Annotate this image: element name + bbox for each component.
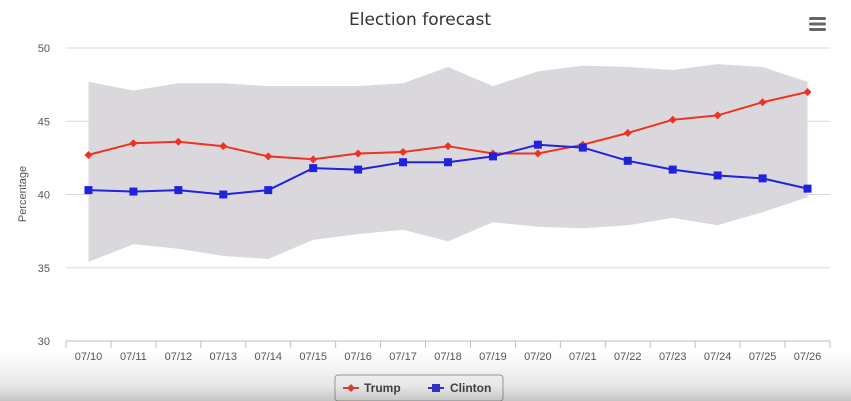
x-axis xyxy=(65,340,831,348)
x-tick-label: 07/13 xyxy=(210,351,238,363)
data-point-clinton[interactable] xyxy=(444,158,452,167)
x-tick-label: 07/12 xyxy=(165,351,193,363)
data-point-clinton[interactable] xyxy=(758,174,767,183)
data-point-trump[interactable] xyxy=(84,150,93,159)
data-point-trump[interactable] xyxy=(713,111,722,120)
legend-label-clinton: Clinton xyxy=(450,381,491,395)
hamburger-menu-icon[interactable] xyxy=(808,15,828,33)
data-point-clinton[interactable] xyxy=(309,164,318,173)
data-point-clinton[interactable] xyxy=(578,143,587,152)
data-point-trump[interactable] xyxy=(668,115,677,124)
data-point-clinton[interactable] xyxy=(399,158,408,167)
data-point-trump[interactable] xyxy=(354,149,363,158)
x-tick-label: 07/19 xyxy=(479,351,507,363)
grid-lines xyxy=(66,47,830,269)
y-tick-label: 30 xyxy=(38,336,50,348)
x-tick-label: 07/21 xyxy=(569,351,597,363)
data-point-trump[interactable] xyxy=(623,128,632,137)
data-point-trump[interactable] xyxy=(219,142,228,151)
data-point-clinton[interactable] xyxy=(84,186,93,195)
x-tick-label: 07/20 xyxy=(524,351,552,363)
y-axis-label: Percentage xyxy=(17,166,29,222)
x-tick-label: 07/25 xyxy=(749,351,777,363)
x-tick-label: 07/18 xyxy=(434,351,462,363)
data-point-clinton[interactable] xyxy=(713,171,722,180)
y-tick-label: 40 xyxy=(38,190,50,202)
legend-box xyxy=(334,374,504,401)
square-marker-icon xyxy=(432,384,440,392)
data-point-clinton[interactable] xyxy=(533,140,542,149)
x-tick-label: 07/15 xyxy=(299,351,327,363)
y-tick-label: 50 xyxy=(38,43,50,55)
chart-title: Election forecast xyxy=(349,10,491,30)
x-tick-label: 07/26 xyxy=(794,351,822,363)
legend: Trump Clinton xyxy=(334,374,504,401)
data-point-trump[interactable] xyxy=(444,142,452,151)
data-point-clinton[interactable] xyxy=(488,152,497,161)
y-tick-label: 35 xyxy=(38,263,50,275)
x-tick-label: 07/22 xyxy=(614,351,642,363)
data-point-clinton[interactable] xyxy=(129,187,138,196)
data-point-clinton[interactable] xyxy=(623,156,632,165)
data-point-clinton[interactable] xyxy=(174,186,183,195)
data-point-clinton[interactable] xyxy=(264,186,273,195)
legend-label-trump: Trump xyxy=(364,381,401,395)
data-point-trump[interactable] xyxy=(399,148,408,157)
diamond-marker-icon xyxy=(347,384,355,392)
x-axis-tick-labels: 07/10 07/11 07/12 07/13 07/14 07/15 07/16 07/17… xyxy=(75,351,822,363)
data-point-clinton[interactable] xyxy=(803,184,812,193)
x-tick-label: 07/14 xyxy=(254,351,282,363)
data-point-trump[interactable] xyxy=(129,139,138,148)
data-point-clinton[interactable] xyxy=(354,165,363,174)
data-point-trump[interactable] xyxy=(803,87,812,96)
y-tick-label: 45 xyxy=(38,116,50,128)
data-point-trump[interactable] xyxy=(264,152,273,161)
data-point-clinton[interactable] xyxy=(668,165,677,174)
data-point-trump[interactable] xyxy=(758,98,767,107)
legend-item-trump[interactable]: Trump xyxy=(343,381,401,395)
legend-item-clinton[interactable]: Clinton xyxy=(428,381,491,395)
x-tick-label: 07/23 xyxy=(659,351,687,363)
series-lines xyxy=(84,87,812,199)
y-axis-tick-labels: 30 35 40 45 50 xyxy=(38,43,50,348)
data-point-trump[interactable] xyxy=(309,155,318,164)
data-point-trump[interactable] xyxy=(533,149,542,158)
x-tick-label: 07/17 xyxy=(389,351,417,363)
data-point-clinton[interactable] xyxy=(219,190,228,199)
x-tick-label: 07/11 xyxy=(120,351,147,363)
x-tick-label: 07/16 xyxy=(344,351,372,363)
x-tick-label: 07/10 xyxy=(75,351,103,363)
x-tick-label: 07/24 xyxy=(704,351,732,363)
data-point-trump[interactable] xyxy=(174,137,183,146)
